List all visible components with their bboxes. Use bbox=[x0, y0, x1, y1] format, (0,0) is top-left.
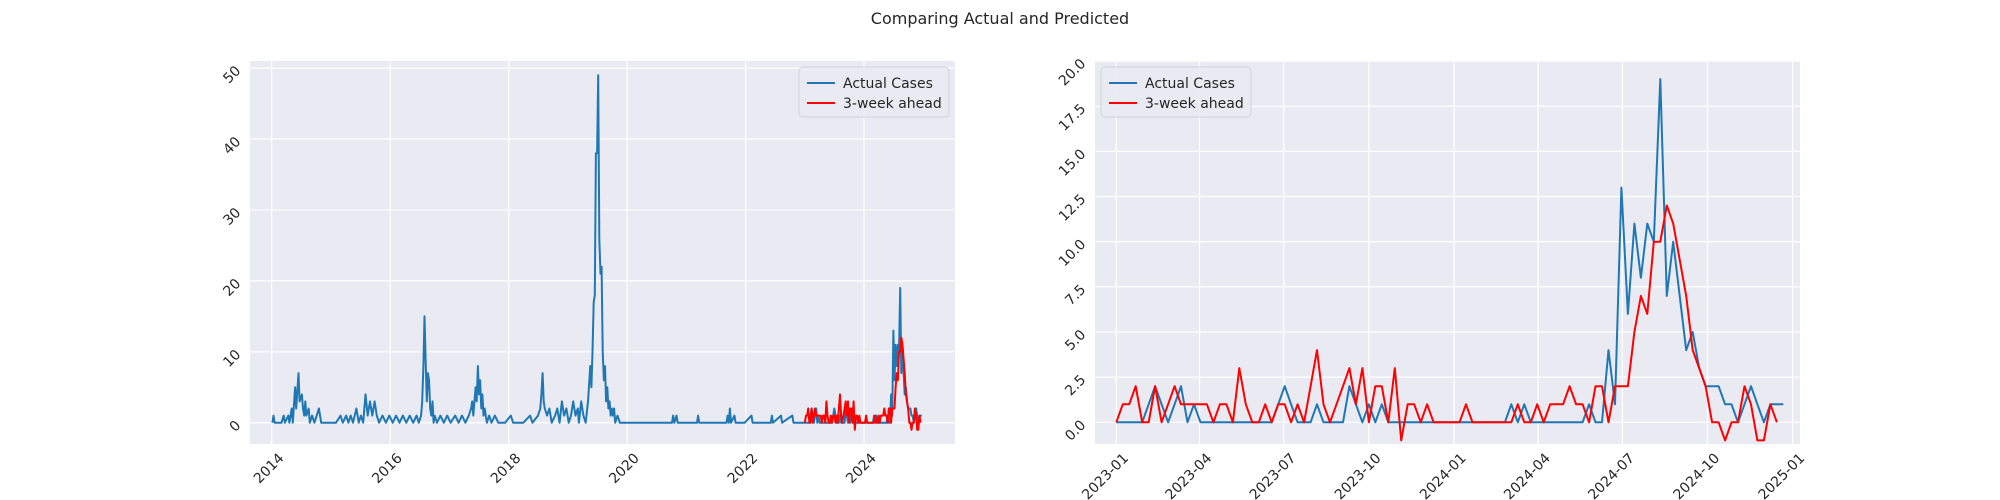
x-tick-label: 2018 bbox=[488, 450, 525, 487]
y-tick-label: 15.0 bbox=[1056, 146, 1089, 179]
chart-right: 2023-01 2023-04 2023-07 2023-10 2024-01 2024-… bbox=[1056, 56, 1808, 500]
legend-box bbox=[798, 66, 950, 118]
series-line-actual-cases bbox=[271, 74, 922, 424]
figure-title: Comparing Actual and Predicted bbox=[871, 9, 1129, 28]
y-tick-label: 0 bbox=[227, 418, 245, 436]
chart-left: 2014 2016 2018 2020 2022 2024 0 10 20 30 40 50 Actua… bbox=[220, 61, 955, 487]
x-tick-label: 2024-07 bbox=[1585, 450, 1638, 500]
y-tick-label: 20.0 bbox=[1056, 56, 1089, 89]
series-line-actual-cases bbox=[1116, 78, 1784, 424]
legend-label: 3-week ahead bbox=[843, 96, 942, 112]
legend-label: Actual Cases bbox=[1145, 76, 1235, 92]
y-tick-label: 10 bbox=[220, 347, 244, 371]
y-tick-label: 12.5 bbox=[1056, 191, 1089, 224]
plot-area bbox=[250, 61, 955, 444]
x-tick-label: 2024-04 bbox=[1501, 450, 1554, 500]
y-tick-label: 5.0 bbox=[1062, 327, 1089, 354]
y-tick-label: 20 bbox=[220, 276, 244, 300]
x-tick-label: 2023-04 bbox=[1163, 450, 1216, 500]
x-tick-label: 2020 bbox=[606, 450, 643, 487]
y-tick-label: 2.5 bbox=[1062, 372, 1089, 399]
y-tick-label: 50 bbox=[220, 63, 244, 87]
x-tick-label: 2022 bbox=[725, 450, 762, 487]
x-tick-label: 2024-10 bbox=[1670, 450, 1723, 500]
grid bbox=[1095, 60, 1800, 444]
y-tick-label: 17.5 bbox=[1056, 101, 1089, 134]
legend: Actual Cases 3-week ahead bbox=[1100, 66, 1252, 118]
series-line-3-week-ahead bbox=[1115, 204, 1778, 442]
x-tick-label: 2014 bbox=[251, 450, 288, 487]
legend-box bbox=[1100, 66, 1252, 118]
y-tick-label: 0.0 bbox=[1062, 417, 1089, 444]
x-tick-label: 2024-01 bbox=[1417, 450, 1470, 500]
y-tick-label: 40 bbox=[220, 134, 244, 158]
x-tick-label: 2025-01 bbox=[1756, 450, 1809, 500]
y-tick-label: 10.0 bbox=[1056, 237, 1089, 270]
plot-area bbox=[1095, 61, 1800, 444]
y-tick-label: 7.5 bbox=[1062, 282, 1089, 309]
x-tick-label: 2016 bbox=[369, 450, 406, 487]
x-tick-label: 2024 bbox=[843, 450, 880, 487]
legend-label: 3-week ahead bbox=[1145, 96, 1244, 112]
x-tick-label: 2023-07 bbox=[1247, 450, 1300, 500]
x-tick-label: 2023-10 bbox=[1332, 450, 1385, 500]
x-tick-label: 2023-01 bbox=[1079, 450, 1132, 500]
y-tick-label: 30 bbox=[220, 205, 244, 229]
series-line-3-week-ahead bbox=[803, 336, 922, 431]
legend-label: Actual Cases bbox=[843, 76, 933, 92]
legend: Actual Cases 3-week ahead bbox=[798, 66, 950, 118]
